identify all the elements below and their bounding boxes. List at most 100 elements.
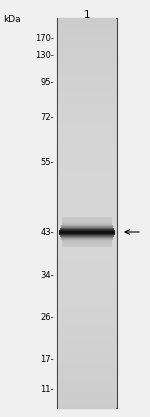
Bar	[61, 224, 112, 225]
Bar	[58, 92, 116, 96]
Bar	[58, 248, 116, 253]
Bar	[61, 225, 113, 226]
Bar	[60, 229, 114, 230]
Bar	[58, 49, 116, 54]
Bar	[62, 243, 112, 244]
Bar	[58, 197, 116, 202]
Bar	[62, 244, 112, 245]
Bar	[62, 241, 112, 242]
Bar	[58, 112, 116, 116]
Bar	[60, 230, 114, 231]
Bar	[58, 260, 116, 264]
Bar	[61, 239, 112, 240]
Bar	[62, 246, 112, 247]
Bar	[58, 147, 116, 151]
Bar	[61, 237, 113, 238]
Bar	[58, 116, 116, 120]
Bar	[62, 245, 112, 246]
Bar	[58, 96, 116, 100]
Bar	[58, 209, 116, 214]
Bar	[58, 61, 116, 65]
Bar	[62, 240, 112, 241]
Text: 11-: 11-	[40, 385, 54, 394]
Bar	[58, 306, 116, 311]
Bar	[60, 236, 114, 237]
Bar	[58, 365, 116, 369]
Bar	[59, 230, 115, 231]
Bar	[58, 326, 116, 331]
Bar	[58, 123, 116, 128]
Bar	[58, 392, 116, 397]
Text: 55-: 55-	[40, 158, 54, 166]
Bar	[62, 223, 112, 224]
Bar	[58, 108, 116, 112]
Bar	[58, 384, 116, 389]
Bar	[62, 246, 112, 247]
Bar	[58, 65, 116, 69]
Bar	[58, 346, 116, 350]
Bar	[58, 396, 116, 401]
Bar	[58, 30, 116, 34]
Text: 130-: 130-	[35, 50, 54, 60]
Text: 1: 1	[84, 10, 90, 20]
Bar	[58, 155, 116, 159]
Bar	[58, 400, 116, 404]
Bar	[58, 174, 116, 178]
Bar	[58, 357, 116, 362]
Bar	[58, 291, 116, 295]
Bar	[58, 143, 116, 147]
Text: kDa: kDa	[3, 15, 21, 24]
Bar	[58, 100, 116, 104]
Bar	[58, 18, 116, 23]
Bar	[62, 221, 112, 222]
Bar	[58, 162, 116, 167]
Bar	[59, 233, 115, 234]
Bar	[58, 330, 116, 334]
Bar	[58, 45, 116, 50]
Bar	[58, 279, 116, 284]
Bar	[58, 322, 116, 327]
Bar	[62, 221, 112, 222]
Bar	[58, 225, 116, 229]
Text: 95-: 95-	[40, 78, 54, 86]
Bar	[62, 219, 112, 220]
Bar	[58, 217, 116, 221]
Bar	[58, 256, 116, 260]
Bar	[58, 271, 116, 276]
Text: 72-: 72-	[40, 113, 54, 121]
Bar	[58, 186, 116, 190]
Bar	[58, 73, 116, 77]
Bar	[62, 218, 112, 219]
Bar	[58, 178, 116, 182]
Bar	[58, 342, 116, 346]
Bar	[61, 226, 113, 227]
Bar	[58, 34, 116, 38]
Bar	[58, 127, 116, 132]
Bar	[62, 220, 112, 221]
Bar	[58, 268, 116, 272]
Bar	[58, 221, 116, 225]
Bar	[58, 193, 116, 198]
Bar	[58, 377, 116, 381]
Bar	[60, 236, 114, 237]
Bar	[58, 233, 116, 237]
Bar	[59, 231, 115, 232]
Bar	[61, 238, 113, 239]
Bar	[58, 299, 116, 303]
Bar	[62, 222, 112, 223]
Text: 34-: 34-	[40, 271, 54, 279]
Text: 43-: 43-	[40, 228, 54, 236]
Bar	[61, 224, 112, 225]
Bar	[58, 264, 116, 268]
Bar	[58, 26, 116, 30]
Bar	[60, 234, 114, 235]
Bar	[59, 231, 115, 232]
Bar	[59, 232, 115, 233]
Bar	[58, 76, 116, 81]
Bar	[58, 80, 116, 85]
Text: 170-: 170-	[35, 33, 54, 43]
Bar	[58, 369, 116, 373]
Bar	[58, 404, 116, 409]
Bar	[58, 131, 116, 136]
Bar	[58, 41, 116, 46]
